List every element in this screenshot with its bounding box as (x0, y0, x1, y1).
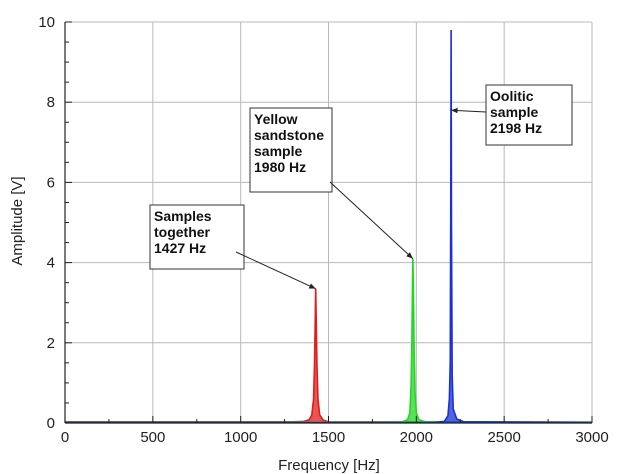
series-group (65, 30, 593, 424)
annotation-text-line: sample (254, 143, 302, 159)
annotation-text-line: 1427 Hz (154, 240, 206, 256)
y-tick-label: 2 (47, 335, 55, 352)
y-tick-label: 4 (47, 255, 55, 272)
y-tick-label: 8 (47, 94, 55, 111)
annotation-text-line: sandstone (254, 127, 324, 143)
annotation-leader-line (235, 251, 316, 290)
x-tick-label: 1000 (224, 429, 257, 446)
x-axis-label: Frequency [Hz] (278, 457, 380, 474)
annotation-leader-line (329, 181, 414, 259)
annotation-text-line: 2198 Hz (490, 120, 542, 136)
y-tick-label: 6 (47, 174, 55, 191)
annotation-box (149, 204, 245, 270)
series-line (65, 288, 593, 423)
annotation-box (485, 84, 573, 146)
y-axis-label: Amplitude [V] (9, 176, 26, 265)
series-line (65, 258, 593, 423)
annotation-text-line: Samples (154, 208, 212, 224)
series-line (65, 30, 593, 424)
annotation-box (249, 107, 333, 193)
x-tick-label: 3000 (575, 429, 608, 446)
annotation-text-line: sample (490, 104, 538, 120)
annotation-text-line: Yellow (254, 111, 298, 127)
annotation-arrowhead (308, 283, 316, 289)
axes-layer: 0 500 1000 1500 2000 2500 3000 0 2 4 6 8 10 (38, 14, 608, 446)
annotation-text-line: Oolitic (490, 88, 534, 104)
x-tick-label: 1500 (312, 429, 345, 446)
annotation-text-line: 1980 Hz (254, 159, 306, 175)
x-tick-label: 2500 (487, 429, 520, 446)
annotation-arrowhead (406, 252, 413, 259)
y-tick-label: 10 (38, 14, 55, 31)
annotation-text-line: together (154, 224, 211, 240)
x-tick-label: 500 (140, 429, 165, 446)
series-layer (65, 30, 593, 424)
grid (64, 21, 593, 424)
x-tick-label: 2000 (400, 429, 433, 446)
annotation-arrowhead (451, 107, 458, 114)
series-group (65, 288, 593, 423)
y-tick-label: 0 (47, 415, 55, 432)
x-tick-label: 0 (61, 429, 69, 446)
series-group (65, 258, 593, 423)
